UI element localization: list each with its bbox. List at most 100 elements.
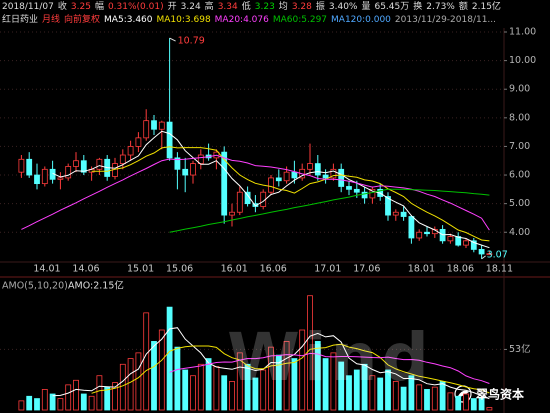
volume-bar	[252, 377, 259, 411]
candle-body	[190, 163, 196, 176]
volume-bar	[236, 352, 243, 411]
volume-bar	[197, 363, 204, 411]
x-tick-label: 16.06	[260, 264, 287, 275]
x-tick-label: 15.06	[166, 264, 193, 275]
volume-bar	[330, 352, 337, 411]
volume-bar	[96, 375, 103, 411]
volume-bar	[213, 366, 220, 411]
legend-entry: MA60:5.297	[272, 15, 328, 25]
volume-bar	[112, 382, 118, 411]
panel-title: AMO(5,10,20)	[2, 281, 68, 292]
candle-body	[221, 151, 228, 216]
x-tick-label: 16.01	[221, 264, 248, 275]
candle-body	[143, 120, 150, 139]
candle-body	[416, 231, 423, 239]
panel-value: AMO:2.15亿	[68, 280, 124, 292]
candle-body	[26, 158, 33, 176]
volume-bar	[244, 363, 251, 411]
candle-body	[314, 163, 321, 176]
candle-body	[166, 121, 173, 159]
y-tick-label: 11.00	[509, 27, 536, 38]
candle-body	[127, 146, 134, 156]
stock-tag: 月线	[42, 15, 61, 25]
candle-body	[447, 236, 454, 242]
candle-body	[424, 231, 430, 235]
volume-bar	[307, 295, 313, 411]
quote-bar: 2018/11/07 收 3.25 幅 0.31%(0.01) 开 3.24 高 3.34 低 3.…	[2, 1, 548, 14]
candle-body	[18, 158, 25, 173]
quote-field: 2.73%	[426, 2, 455, 12]
volume-bar	[174, 346, 181, 411]
candle-body	[34, 174, 40, 185]
volume-bar	[26, 395, 33, 411]
quote-field: 65.45万	[374, 2, 410, 12]
candle-body	[361, 191, 368, 199]
volume-bar	[18, 400, 25, 411]
candle-body	[158, 121, 165, 130]
x-tick-label: 18.01	[408, 264, 435, 275]
legend-entry: 2013/11/29-2018/11...	[394, 15, 497, 25]
candle-body	[455, 236, 462, 246]
volume-bar	[385, 369, 391, 411]
y-tick-label: 9.00	[509, 84, 530, 95]
candle-body	[392, 211, 399, 216]
candle-body	[65, 166, 72, 179]
candle-body	[353, 188, 360, 193]
volume-bar	[166, 306, 173, 411]
candle-body	[275, 177, 282, 182]
volume-bar	[377, 377, 384, 411]
annotation-leader	[169, 37, 176, 42]
candle-body	[151, 120, 157, 130]
candle-body	[330, 168, 337, 179]
min-annotation: 3.07	[487, 249, 508, 260]
ma-line	[169, 352, 490, 384]
candle-body	[283, 171, 290, 182]
volume-bar	[369, 375, 376, 411]
watermark: Wind	[227, 319, 433, 396]
x-tick-label: 14.06	[72, 264, 99, 275]
legend-entry: MA5:3.460	[104, 15, 153, 25]
y-tick-label: 6.00	[509, 170, 530, 181]
y-tick-label: 5.00	[509, 198, 530, 209]
x-tick-label: 17.01	[314, 264, 341, 275]
volume-bar	[455, 395, 462, 411]
candle-body	[346, 186, 352, 190]
x-tick-label: 15.01	[127, 264, 154, 275]
quote-field: 2.15亿	[471, 2, 501, 12]
candle-body	[307, 163, 313, 170]
legend-entry: MA120:0.000	[331, 15, 391, 25]
quote-field: 低	[241, 2, 251, 12]
candle-body	[80, 160, 87, 173]
volume-bar	[392, 381, 399, 411]
volume-bar	[291, 358, 298, 411]
volume-bar	[486, 407, 493, 411]
quote-field: 开	[167, 2, 177, 12]
y-tick-label: 53亿	[509, 343, 531, 355]
volume-bar	[135, 352, 142, 411]
volume-bar	[416, 384, 423, 411]
candle-body	[322, 174, 329, 179]
candle-body	[291, 171, 298, 179]
quote-field: 量	[361, 2, 371, 12]
indicator-bar: 红日药业 月线 向前复权 MA5:3.460 MA10:3.698 MA20:4.076 M…	[2, 14, 548, 27]
x-tick-label: 18.06	[447, 264, 474, 275]
y-tick-label: 7.00	[509, 141, 530, 152]
volume-bar	[190, 375, 196, 411]
volume-bar	[127, 358, 134, 411]
volume-bar	[439, 381, 446, 411]
volume-bar	[424, 389, 430, 411]
legend-entry: MA20:4.076	[214, 15, 269, 25]
candle-body	[236, 191, 243, 213]
y-tick-label: 4.00	[509, 227, 530, 238]
candle-body	[41, 168, 48, 185]
candle-body	[73, 160, 79, 167]
stock-tag: 向前复权	[64, 15, 101, 25]
volume-bar	[34, 398, 40, 411]
candle-body	[135, 137, 142, 147]
x-tick-label: 17.06	[353, 264, 380, 275]
annotation-leader	[481, 255, 486, 260]
candle-body	[408, 216, 415, 239]
volume-bar	[73, 379, 79, 411]
candle-body	[57, 177, 64, 180]
quote-field: 幅	[94, 2, 104, 12]
